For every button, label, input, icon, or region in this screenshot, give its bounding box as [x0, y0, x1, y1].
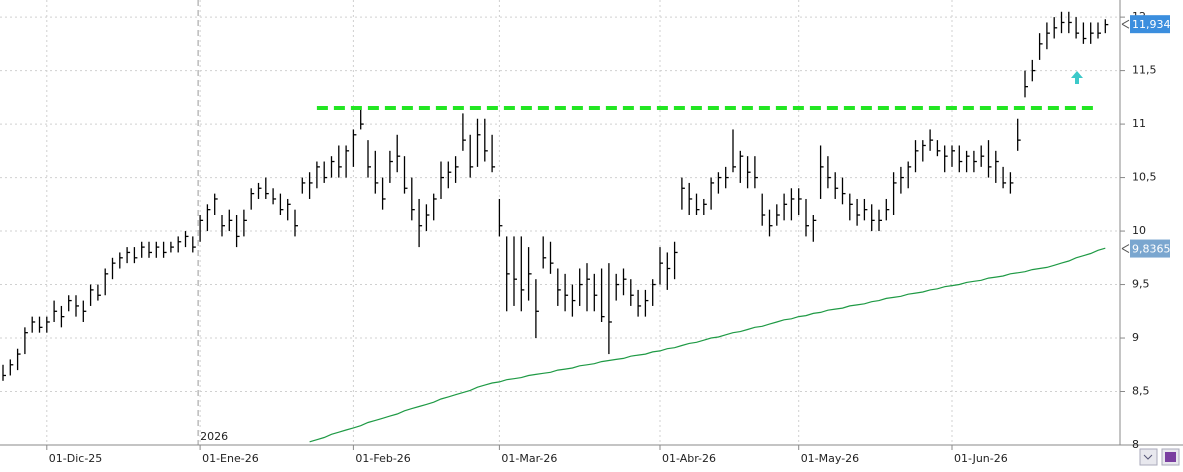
y-tick-label: 11,5: [1132, 64, 1157, 77]
price-label-box: [1130, 239, 1170, 258]
x-tick-label: 01-Ene-26: [202, 452, 259, 465]
price-label: 9,8365: [1132, 243, 1171, 256]
x-tick-label: 01-Mar-26: [501, 452, 557, 465]
price-label: 11,934: [1132, 18, 1171, 31]
x-tick-label: 01-Dic-25: [49, 452, 103, 465]
price-pointer: [1121, 19, 1130, 29]
x-tick-label: 01-Abr-26: [662, 452, 716, 465]
x-tick-label: 01-May-26: [801, 452, 859, 465]
price-pointer: [1121, 244, 1130, 253]
collapse-icon: [1143, 454, 1153, 460]
year-label: 2026: [200, 430, 228, 443]
arrow-icon: [1071, 71, 1083, 84]
y-tick-label: 10,5: [1132, 171, 1157, 184]
x-tick-label: 01-Feb-26: [355, 452, 410, 465]
y-tick-label: 9: [1132, 331, 1139, 344]
y-tick-label: 9,5: [1132, 278, 1150, 291]
moving-average-line: [309, 247, 1106, 443]
price-label-box: [1130, 15, 1170, 34]
y-tick-label: 10: [1132, 224, 1146, 237]
x-tick-label: 01-Jun-26: [954, 452, 1008, 465]
axes-layer: 88,599,51010,51111,51201-Dic-2501-Ene-26…: [46, 10, 1171, 465]
y-tick-label: 8,5: [1132, 385, 1150, 398]
save-icon: [1165, 452, 1176, 462]
plot-layer: [2, 11, 1109, 443]
collapse-button[interactable]: [1139, 448, 1158, 466]
y-tick-label: 11: [1132, 117, 1146, 130]
y-tick-label: 8: [1132, 438, 1139, 451]
